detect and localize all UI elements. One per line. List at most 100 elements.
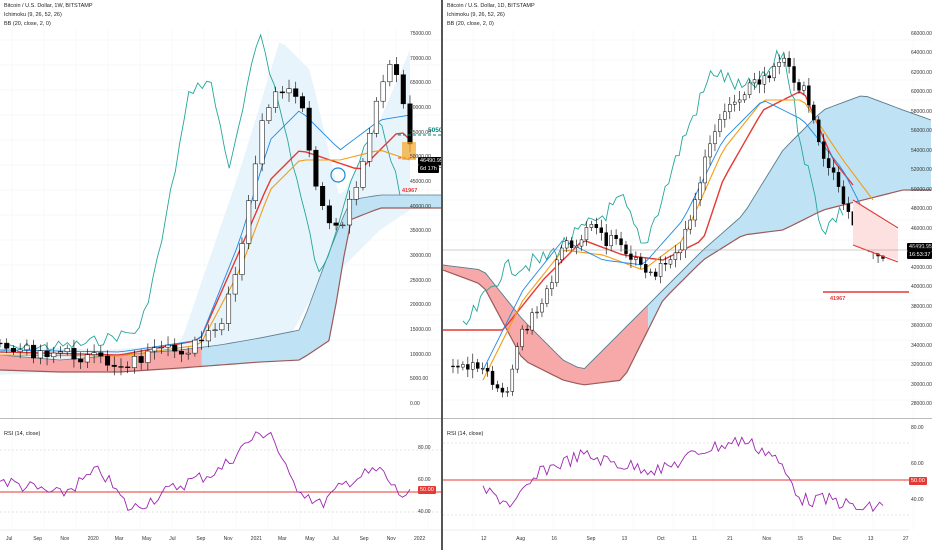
left-tenkan [0, 150, 411, 357]
left-chart-canvas[interactable] [0, 0, 441, 550]
right-candle-body [673, 252, 678, 260]
left-candle-body [373, 100, 379, 134]
left-candle-body [192, 339, 198, 354]
left-candle-body [239, 243, 245, 275]
axis-tick-label: 30000.00 [911, 381, 932, 388]
left-candle-body [57, 351, 64, 354]
left-candle-body [380, 81, 386, 102]
left-candle-body [111, 364, 117, 367]
right-rsi-label: RSI (14, close) [447, 431, 484, 437]
right-candle-body [490, 370, 495, 385]
axis-tick-label: 80.00 [418, 445, 431, 451]
right-candle-body [485, 368, 490, 372]
right-pane-separator[interactable] [443, 418, 932, 419]
left-candle-body [165, 344, 171, 348]
layout-divider[interactable] [441, 0, 443, 550]
left-candle-body [98, 352, 104, 357]
left-candle-body [205, 330, 211, 342]
right-candle-body [574, 245, 579, 248]
left-candle-body [273, 91, 279, 108]
axis-tick-label: 80.00 [911, 425, 924, 431]
right-candle-body [466, 364, 470, 370]
right-candle-body [500, 387, 505, 393]
right-candle-body [742, 94, 747, 101]
right-chart-canvas[interactable] [443, 0, 932, 550]
left-candle-body [145, 350, 151, 363]
left-rsi-line [0, 431, 411, 512]
right-candle-body [515, 346, 519, 370]
axis-tick-label: 75000.00 [410, 31, 431, 37]
axis-tick-label: 20000.00 [410, 302, 431, 309]
axis-tick-label: 55000.00 [410, 129, 431, 136]
axis-tick-label: 58000.00 [911, 108, 932, 115]
right-candle-body [836, 172, 841, 187]
left-candle-body [64, 348, 70, 352]
axis-tick-label: 56000.00 [911, 128, 932, 135]
left-level-low: 41967 [402, 188, 418, 194]
right-candle-body [718, 119, 722, 132]
right-candle-body [807, 85, 811, 106]
right-candle-body [614, 235, 618, 239]
left-rsi-value-label: 50.00 [418, 486, 436, 494]
left-candle-body [10, 348, 16, 352]
time-tick-label: 11 [692, 536, 698, 542]
left-candle-body [266, 107, 272, 121]
right-candle-body [668, 259, 673, 265]
right-candle-body [456, 365, 460, 368]
right-candle-body [683, 228, 688, 251]
axis-tick-label: 35000.00 [410, 228, 431, 235]
right-rsi-value-label: 50.00 [909, 477, 927, 485]
axis-tick-label: 54000.00 [911, 147, 932, 154]
left-candle-body [158, 346, 164, 349]
time-tick-label: 2020 [87, 536, 99, 542]
right-channel-upper [852, 199, 899, 229]
right-candle-body [584, 227, 589, 241]
axis-tick-label: 34000.00 [911, 342, 932, 349]
time-tick-label: Oct [656, 536, 665, 542]
right-candle-body [644, 264, 648, 273]
time-tick-label: 27 [903, 536, 909, 542]
right-candle-body [693, 199, 697, 221]
right-candle-body [530, 312, 534, 331]
right-candle-body [648, 271, 653, 274]
right-candle-body [698, 182, 702, 200]
left-candle-body [131, 356, 137, 368]
left-candle-body [225, 293, 232, 324]
left-candle-body [199, 339, 205, 342]
left-candle-body [138, 356, 144, 363]
left-level-high: 50500 [428, 127, 441, 134]
left-candle-body [313, 149, 319, 187]
left-price-countdown: 6d 17h [418, 165, 439, 173]
left-candle-body [286, 88, 292, 94]
right-candle-body [599, 227, 603, 233]
right-candle-body [826, 158, 831, 168]
right-candle-body [510, 368, 515, 392]
time-tick-label: May [305, 536, 315, 542]
time-tick-label: Nov [386, 536, 396, 542]
right-candle-body [737, 99, 742, 103]
left-bb-label: BB (20, close, 2, 0) [4, 21, 51, 27]
left-pane-separator[interactable] [0, 418, 441, 419]
right-candle-body [475, 362, 480, 369]
right-candle-body [540, 303, 544, 313]
right-rsi-line [482, 436, 884, 513]
left-candle-body [37, 350, 43, 359]
right-chart-pane[interactable]: Bitcoin / U.S. Dollar, 1D, BITSTAMP Ichi… [443, 0, 932, 550]
time-tick-label: Sep [586, 536, 596, 542]
time-tick-label: Nov [60, 536, 70, 542]
right-candle-body [550, 282, 554, 290]
right-candle-body [713, 131, 717, 145]
right-candle-body [525, 328, 529, 331]
left-chart-pane[interactable]: Bitcoin / U.S. Dollar, 1W, BITSTAMP Ichi… [0, 0, 441, 550]
right-candle-body [461, 364, 465, 368]
left-candle-body [367, 133, 373, 162]
right-candle-body [634, 257, 638, 260]
left-candle-body [178, 350, 185, 355]
right-candle-body [782, 57, 786, 63]
left-price-label: 46490.95 [418, 157, 441, 165]
axis-tick-label: 40.00 [418, 509, 431, 515]
right-candle-body [658, 263, 663, 277]
time-tick-label: 13 [621, 536, 628, 542]
axis-tick-label: 50000.00 [410, 154, 431, 161]
right-candle-body [629, 253, 633, 260]
